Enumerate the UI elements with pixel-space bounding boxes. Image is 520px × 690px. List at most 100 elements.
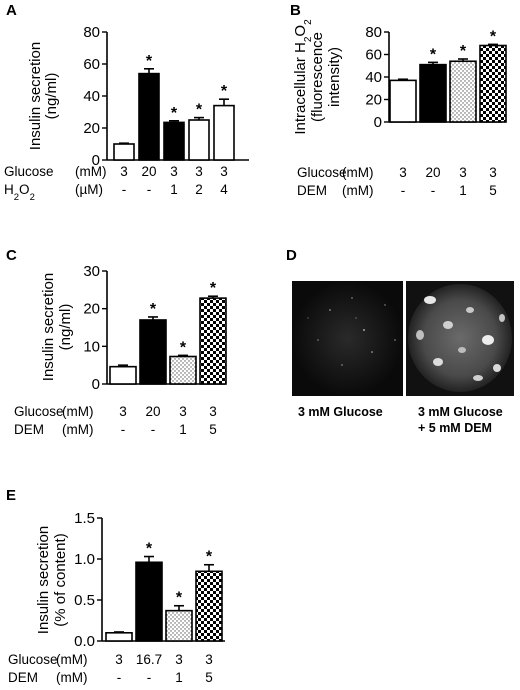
panel-c-bar-2 (139, 319, 167, 385)
panel-e-y-tick-label: 0.0 (74, 633, 95, 650)
panel-b-condition-value: - (401, 183, 406, 198)
panel-a-condition-unit-1: (mM) (75, 164, 106, 179)
panel-a-condition-value: 20 (141, 164, 156, 179)
micrograph-panel-d: 3 mM Glucose 3 mM Glucose + 5 mM DEM (292, 281, 514, 435)
panel-a-significance-2: * (146, 53, 153, 70)
panel-c-condition-value: - (151, 422, 156, 437)
panel-label-c: C (6, 247, 17, 264)
panel-c-y-tick-label: 10 (83, 338, 100, 355)
panel-b-significance-3: * (460, 43, 467, 60)
panel-b-y-tick-label: 60 (365, 47, 382, 64)
panel-label-d: D (286, 247, 297, 264)
panel-b-bar-3 (449, 60, 477, 123)
panel-b-condition-value: 1 (459, 183, 467, 198)
panel-c-condition-value: 5 (209, 422, 217, 437)
panel-a-condition-value: 3 (170, 164, 178, 179)
micrograph-caption-right-line1: 3 mM Glucose (418, 405, 503, 419)
panel-c-condition-unit-2: (mM) (62, 422, 93, 437)
panel-a-significance-5: * (221, 83, 228, 100)
panel-b-y-tick-label: 0 (374, 114, 382, 131)
panel-c-condition-value: - (121, 422, 126, 437)
panel-e-condition-name-2: DEM (8, 670, 38, 685)
panel-b-condition-name-1: Glucose (297, 165, 347, 180)
panel-a-bar-1 (113, 143, 135, 161)
panel-e-bar-4 (195, 570, 223, 642)
panel-b-condition-name-2: DEM (297, 183, 327, 198)
panel-b-condition-value: 3 (489, 165, 497, 180)
panel-a-condition-name-2: H2O2 (4, 182, 35, 203)
panel-c-condition-value: 20 (145, 404, 160, 419)
panel-b-y-tick-label: 40 (365, 69, 382, 86)
panel-a-bar-2 (138, 72, 160, 161)
panel-c-bar-3 (169, 355, 197, 385)
panel-c-y-tick-label: 20 (83, 301, 100, 318)
micrograph-3mm-glucose (292, 281, 403, 396)
panel-c-significance-3: * (180, 339, 187, 356)
panel-c-significance-4: * (210, 280, 217, 297)
chart-panel-b: 0 20 40 60 80 Intracellular H2O2(fluorescence… (292, 19, 507, 198)
panel-a-y-tick-label: 20 (83, 120, 100, 137)
panel-e-condition-value: 16.7 (136, 652, 162, 667)
panel-a-condition-value: - (147, 182, 152, 197)
panel-b-y-tick-label: 20 (365, 92, 382, 109)
panel-c-condition-value: 3 (209, 404, 217, 419)
panel-a-y-tick-label: 80 (83, 24, 100, 41)
panel-c-y-axis-label: Insulin secretion(ng/ml) (40, 273, 74, 381)
panel-b-condition-value: 3 (459, 165, 467, 180)
panel-a-condition-unit-2: (µM) (75, 182, 103, 197)
panel-a-condition-value: 1 (170, 182, 178, 197)
panel-b-bar-1 (389, 79, 417, 123)
micrograph-3mm-glucose-specks (307, 297, 396, 366)
panel-a-condition-name-1: Glucose (4, 164, 54, 179)
panel-a-condition-value: 3 (195, 164, 203, 179)
panel-a-y-axis-label: Insulin secretion(ng/ml) (27, 42, 60, 150)
panel-b-condition-value: 20 (425, 165, 440, 180)
panel-a-bar-5 (213, 104, 235, 161)
panel-c-condition-value: 3 (119, 404, 127, 419)
panel-e-condition-value: 3 (115, 652, 123, 667)
panel-a-condition-value: 4 (220, 182, 228, 197)
panel-b-y-axis-label: Intracellular H2O2(fluorescenceintensity… (292, 19, 343, 135)
chart-panel-e: 0.0 0.5 1.0 1.5 Insulin secretion(% of conte… (8, 510, 225, 685)
panel-c-significance-2: * (150, 301, 157, 318)
panel-a-bar-3 (163, 121, 185, 161)
panel-e-condition-value: - (117, 670, 122, 685)
panel-e-bar-3 (165, 609, 193, 642)
panel-b-condition-value: 3 (399, 165, 407, 180)
panel-a-bar-4 (188, 119, 210, 161)
panel-a-significance-4: * (196, 102, 203, 119)
panel-e-condition-value: 3 (205, 652, 213, 667)
panel-e-significance-3: * (176, 590, 183, 607)
panel-a-condition-value: 3 (120, 164, 128, 179)
panel-e-significance-2: * (146, 541, 153, 558)
panel-e-condition-value: - (147, 670, 152, 685)
panel-c-condition-name-1: Glucose (14, 404, 64, 419)
panel-a-y-tick-label: 0 (92, 152, 100, 169)
panel-e-condition-value: 5 (205, 670, 213, 685)
panel-b-condition-unit-1: (mM) (342, 165, 373, 180)
panel-c-y-tick-label: 30 (83, 263, 100, 280)
micrograph-caption-right-line2: + 5 mM DEM (418, 421, 492, 435)
panel-b-significance-2: * (430, 46, 437, 63)
panel-b-bar-4 (479, 44, 507, 123)
panel-e-significance-4: * (206, 549, 213, 566)
panel-e-y-tick-label: 1.0 (74, 551, 95, 568)
panel-b-condition-value: - (431, 183, 436, 198)
panel-b-condition-unit-2: (mM) (342, 183, 373, 198)
panel-b-significance-4: * (490, 28, 497, 45)
panel-e-y-tick-label: 0.5 (74, 592, 95, 609)
panel-e-condition-value: 1 (175, 670, 183, 685)
panel-c-condition-value: 3 (179, 404, 187, 419)
panel-e-bar-1 (105, 631, 133, 642)
panel-c-condition-unit-1: (mM) (62, 404, 93, 419)
panel-e-condition-unit-1: (mM) (56, 652, 87, 667)
chart-panel-a: 0 20 40 60 80 Insulin secretion(ng/ml) * * * * Glu… (4, 24, 249, 203)
panel-label-a: A (6, 2, 17, 19)
panel-a-condition-value: 2 (195, 182, 203, 197)
panel-a-y-tick-label: 60 (83, 56, 100, 73)
panel-a-significance-3: * (171, 105, 178, 122)
panel-label-b: B (290, 2, 301, 19)
micrograph-dem-bright-cells (416, 296, 505, 381)
panel-c-condition-name-2: DEM (14, 422, 44, 437)
